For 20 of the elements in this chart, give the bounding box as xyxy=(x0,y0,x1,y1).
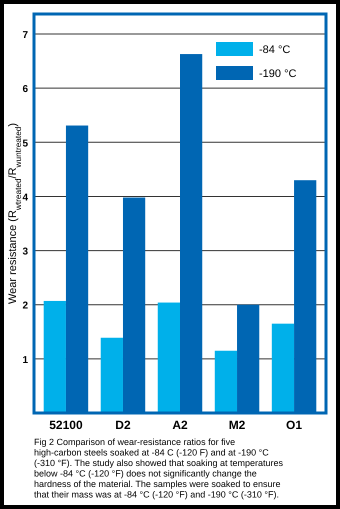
x-tick-label: A2 xyxy=(172,418,188,432)
y-tick-label: 1 xyxy=(22,354,28,366)
bar xyxy=(272,324,294,413)
y-tick-label: 4 xyxy=(22,192,28,204)
bar xyxy=(158,302,180,413)
x-tick-label: M2 xyxy=(228,418,246,432)
legend-label: -84 °C xyxy=(259,44,290,56)
bar xyxy=(44,300,66,413)
y-tick-label: 6 xyxy=(22,84,28,96)
y-tick-label: 5 xyxy=(22,138,28,150)
x-tick-label: D2 xyxy=(115,418,131,432)
x-tick-label: O1 xyxy=(286,418,302,432)
x-tick-label: 52100 xyxy=(49,418,83,432)
caption: Fig 2 Comparison of wear-resistance ratios for five high-carbon steels soaked at -84 C (-120 F) and at -190 °C (-310 °F). The study also showed that soaking at temperatures below -84 °C (-120 °F) does not significantly change the hardness of the material. The samples were soaked to ensure that their mass was at -84 °C (-120 °F) and -190 °C (-310 °F). xyxy=(34,437,284,500)
y-tick-label: 2 xyxy=(22,300,28,312)
bar xyxy=(214,350,238,413)
legend-label: -190 °C xyxy=(259,68,296,80)
y-tick-label: 3 xyxy=(22,246,28,258)
bar xyxy=(100,338,123,413)
y-tick-label: 7 xyxy=(22,30,28,42)
